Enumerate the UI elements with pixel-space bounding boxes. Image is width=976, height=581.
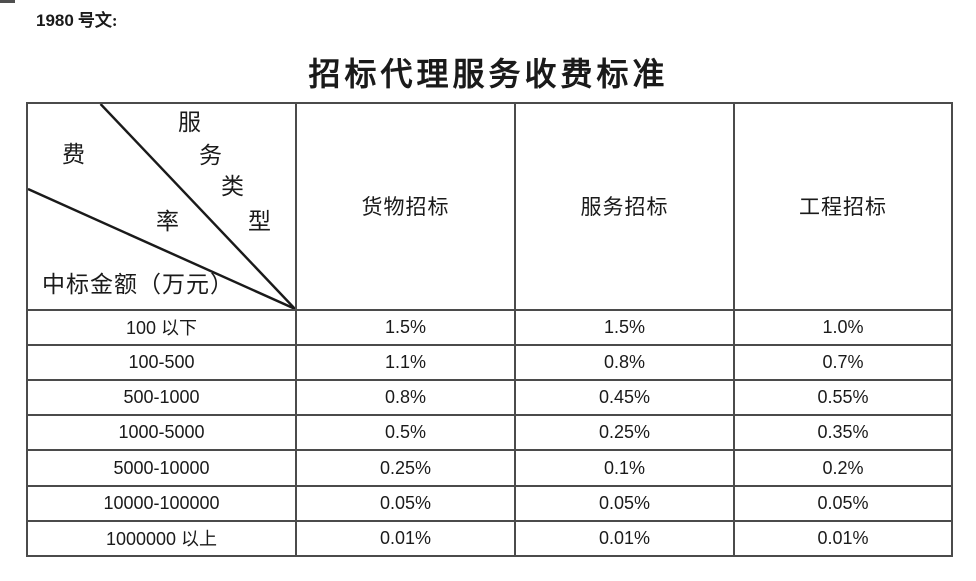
column-header-services: 服务招标 bbox=[514, 102, 735, 311]
column-header-goods: 货物招标 bbox=[295, 102, 516, 311]
rate-cell-services: 0.01% bbox=[514, 519, 735, 558]
amount-range-cell: 1000000 以上 bbox=[26, 519, 297, 558]
table-row: 100 以下 1.5% 1.5% 1.0% bbox=[26, 308, 953, 347]
table-row: 1000-5000 0.5% 0.25% 0.35% bbox=[26, 414, 953, 452]
amount-range-cell: 10000-100000 bbox=[26, 484, 297, 522]
rate-cell-engineering: 0.7% bbox=[733, 344, 953, 382]
corner-header-cell: 服 务 类 型 费 率 中标金额（万元） bbox=[26, 102, 297, 311]
table-row: 5000-10000 0.25% 0.1% 0.2% bbox=[26, 449, 953, 487]
column-header-engineering: 工程招标 bbox=[733, 102, 953, 311]
rate-cell-services: 1.5% bbox=[514, 308, 735, 347]
doc-number: 1980 bbox=[36, 11, 74, 30]
rate-cell-engineering: 0.01% bbox=[733, 519, 953, 558]
amount-range-cell: 500-1000 bbox=[26, 379, 297, 417]
corner-amount-label: 中标金额（万元） bbox=[42, 272, 234, 297]
rate-cell-services: 0.45% bbox=[514, 379, 735, 417]
rate-cell-services: 0.05% bbox=[514, 484, 735, 522]
amount-range-cell: 100 以下 bbox=[26, 308, 297, 347]
rate-cell-engineering: 0.35% bbox=[733, 414, 953, 452]
doc-number-label: 1980 号文: bbox=[36, 6, 118, 31]
diagonal-line-upper bbox=[99, 104, 295, 309]
rate-cell-services: 0.25% bbox=[514, 414, 735, 452]
rate-cell-engineering: 0.2% bbox=[733, 449, 953, 487]
corner-fee-char: 费 bbox=[62, 142, 85, 167]
corner-service-char: 服 bbox=[178, 110, 201, 135]
header-row: 服 务 类 型 费 率 中标金额（万元） 货物招标 服务招标 工程招标 bbox=[26, 102, 953, 311]
amount-range-cell: 1000-5000 bbox=[26, 414, 297, 452]
page-edge-artifact bbox=[0, 0, 15, 3]
rate-cell-engineering: 0.05% bbox=[733, 484, 953, 522]
amount-range-cell: 5000-10000 bbox=[26, 449, 297, 487]
rate-cell-goods: 0.5% bbox=[295, 414, 516, 452]
corner-rate-char: 率 bbox=[156, 209, 179, 234]
rate-cell-goods: 1.5% bbox=[295, 308, 516, 347]
amount-range-cell: 100-500 bbox=[26, 344, 297, 382]
diagonal-divider-icon bbox=[28, 104, 295, 309]
table-row: 10000-100000 0.05% 0.05% 0.05% bbox=[26, 484, 953, 522]
rate-cell-goods: 0.01% bbox=[295, 519, 516, 558]
diagonal-line-lower bbox=[28, 187, 295, 309]
table-row: 1000000 以上 0.01% 0.01% 0.01% bbox=[26, 519, 953, 558]
rate-cell-engineering: 0.55% bbox=[733, 379, 953, 417]
fee-standard-table: 服 务 类 型 费 率 中标金额（万元） 货物招标 服务招标 工程招标 100 … bbox=[26, 102, 953, 558]
page-title: 招标代理服务收费标准 bbox=[308, 56, 669, 92]
doc-number-suffix: 号文: bbox=[77, 11, 118, 30]
table-row: 100-500 1.1% 0.8% 0.7% bbox=[26, 344, 953, 382]
rate-cell-goods: 0.05% bbox=[295, 484, 516, 522]
corner-service-char: 类 bbox=[221, 174, 244, 199]
corner-service-char: 型 bbox=[248, 209, 271, 234]
rate-cell-goods: 0.8% bbox=[295, 379, 516, 417]
rate-cell-services: 0.1% bbox=[514, 449, 735, 487]
corner-service-char: 务 bbox=[199, 143, 222, 168]
rate-cell-services: 0.8% bbox=[514, 344, 735, 382]
rate-cell-goods: 1.1% bbox=[295, 344, 516, 382]
rate-cell-goods: 0.25% bbox=[295, 449, 516, 487]
rate-cell-engineering: 1.0% bbox=[733, 308, 953, 347]
table-row: 500-1000 0.8% 0.45% 0.55% bbox=[26, 379, 953, 417]
